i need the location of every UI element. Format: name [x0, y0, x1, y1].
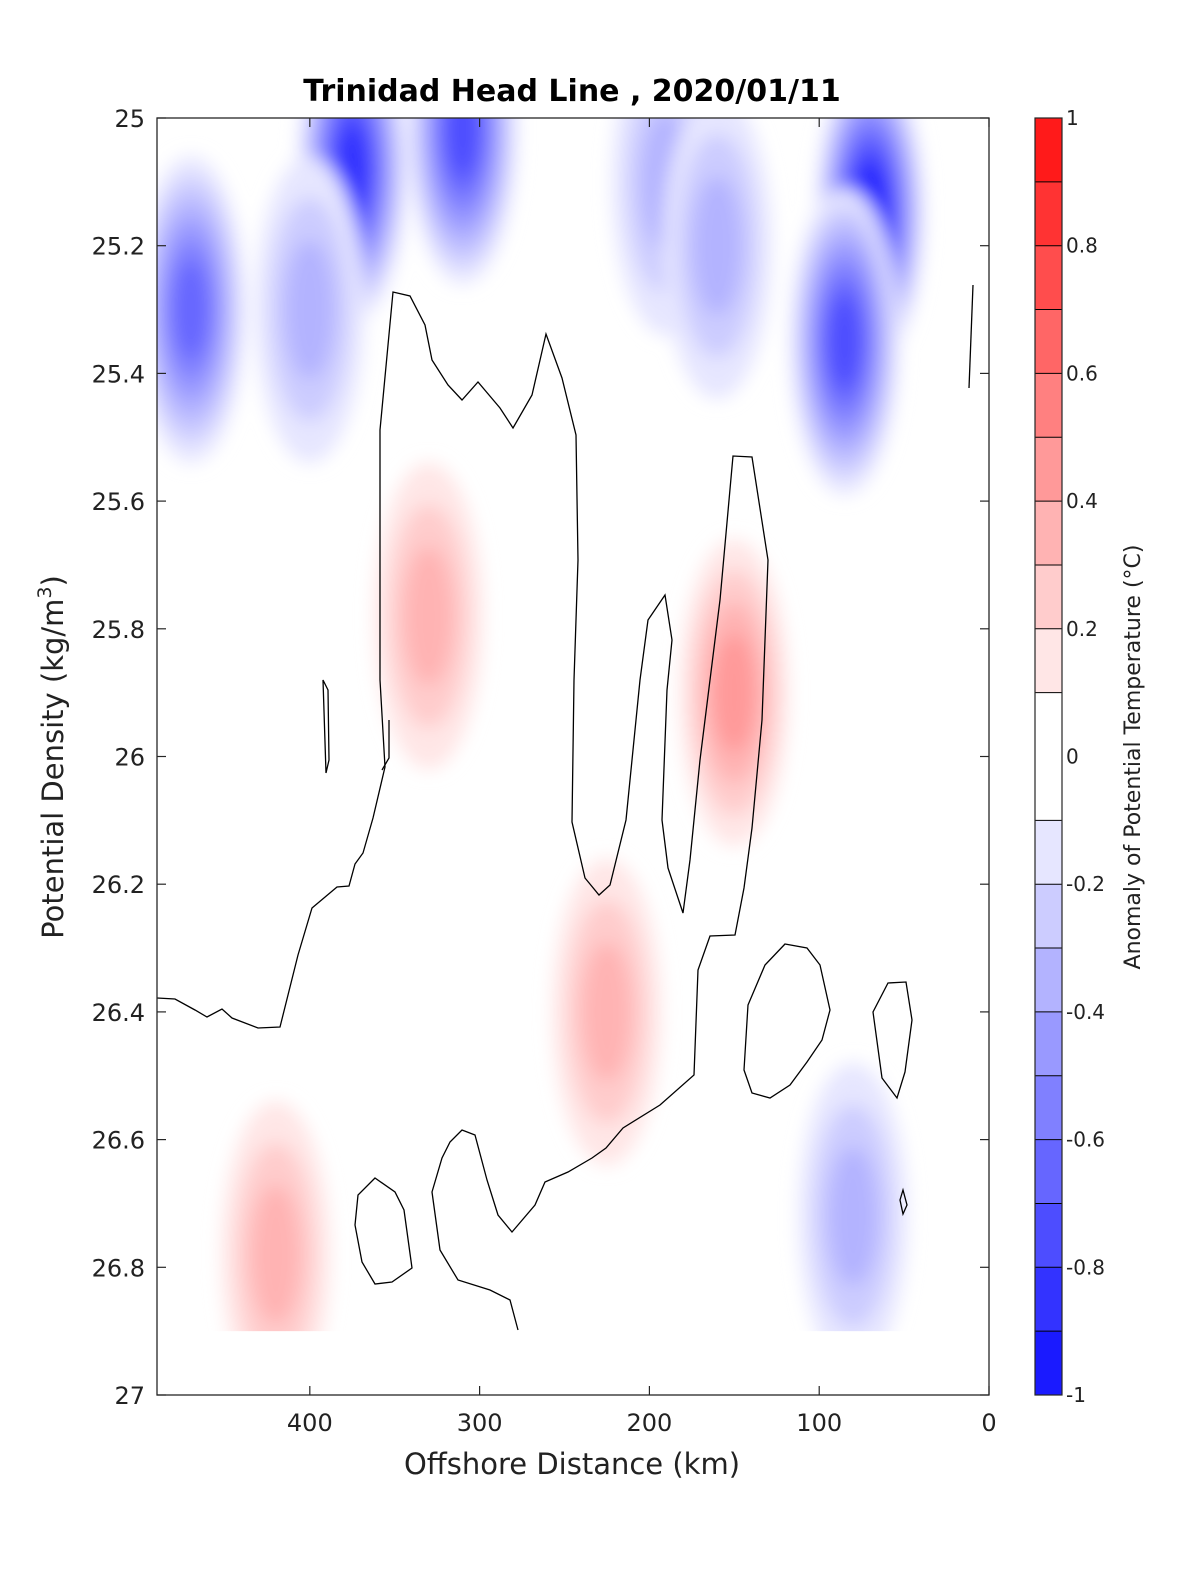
x-tick-label: 100: [796, 1409, 842, 1437]
colorbar-swatch: [1035, 245, 1062, 310]
colorbar-swatch: [1035, 309, 1062, 374]
anomaly-contour-fill: [446, 118, 479, 177]
colorbar-frame: [1034, 117, 1063, 1396]
chart-title: Trinidad Head Line , 2020/01/11: [303, 74, 840, 109]
colorbar-tick-label: -0.4: [1066, 1000, 1105, 1024]
colorbar-swatch: [1035, 1011, 1062, 1076]
colorbar-swatch: [1035, 1139, 1062, 1204]
y-tick-label: 26.2: [92, 871, 145, 899]
zero-contour-line: [899, 1187, 908, 1217]
colorbar-tick-label: 0.6: [1066, 361, 1098, 385]
anomaly-contour-fill: [828, 1146, 878, 1286]
colorbar-tick-label: 0.2: [1066, 617, 1098, 641]
colorbar-swatch: [1035, 884, 1062, 949]
anomaly-contour-fill: [713, 633, 756, 752]
no-data-band: [157, 1331, 989, 1395]
y-axis: 25 25.2 25.4 25.6 25.8 26 26.2 26.4 26.6 26.8 27: [92, 105, 989, 1410]
y-tick-label: 25: [114, 105, 145, 133]
colorbar-swatch: [1035, 118, 1062, 182]
y-tick-label: 25.2: [92, 233, 145, 261]
x-axis-label: Offshore Distance (km): [404, 1447, 740, 1481]
x-tick-label: 400: [287, 1409, 333, 1437]
zero-contour-line: [157, 291, 769, 1331]
zero-contour-line: [354, 1177, 413, 1285]
zero-contour-line: [322, 679, 330, 774]
colorbar-swatch: [1035, 948, 1062, 1012]
zero-contour-line: [872, 981, 913, 1100]
y-tick-label: 26.6: [92, 1127, 145, 1155]
anomaly-contour-fill: [173, 261, 209, 359]
zero-contours: [157, 284, 974, 1331]
colorbar-swatch: [1035, 1267, 1062, 1332]
colorbar-swatch: [1035, 1331, 1062, 1395]
colorbar-label: Anomaly of Potential Temperature (°C): [1121, 545, 1146, 970]
colorbar-swatch: [1035, 437, 1062, 502]
anomaly-contour-fill: [336, 125, 368, 213]
y-tick-label: 27: [114, 1382, 145, 1410]
anomaly-contour-fill: [582, 942, 632, 1082]
y-axis-label: Potential Density (kg/m3): [34, 575, 70, 939]
colorbar-swatch: [1035, 628, 1062, 693]
colorbar-swatch: [1035, 1203, 1062, 1268]
x-tick-label: 0: [981, 1409, 996, 1437]
zero-contour-line: [968, 284, 974, 389]
colorbar-tick-label: -0.6: [1066, 1128, 1105, 1152]
anomaly-contour-fill: [285, 240, 335, 380]
colorbar-swatch: [1035, 564, 1062, 629]
colorbar-tick-label: -1: [1066, 1383, 1086, 1407]
y-tick-label: 26.8: [92, 1254, 145, 1282]
x-axis: 400 300 200 100 0: [287, 118, 997, 1437]
x-tick-label: 300: [457, 1409, 503, 1437]
y-tick-label: 25.4: [92, 360, 145, 388]
x-tick-label: 200: [627, 1409, 673, 1437]
colorbar-swatch: [1035, 373, 1062, 438]
y-tick-label: 26.4: [92, 999, 145, 1027]
colorbar-tick-label: 1: [1066, 106, 1079, 130]
anomaly-field: [157, 118, 989, 1395]
colorbar-tick-label: -0.8: [1066, 1255, 1105, 1279]
colorbar-swatch: [1035, 501, 1062, 565]
colorbar-tick-label: -0.2: [1066, 872, 1105, 896]
anomaly-contour-fill: [692, 176, 742, 316]
zero-contour-line: [381, 720, 390, 771]
anomaly-contour-fill: [404, 546, 454, 686]
anomaly-contour-fill: [828, 295, 861, 388]
y-tick-label: 25.6: [92, 488, 145, 516]
colorbar-swatch: [1035, 1075, 1062, 1140]
colorbar-tick-label: 0.8: [1066, 234, 1098, 258]
colorbar-swatch: [1035, 181, 1062, 246]
colorbar-tick-label: 0.4: [1066, 489, 1098, 513]
colorbar-tick-label: 0: [1066, 745, 1079, 769]
colorbar-swatch: [1035, 820, 1062, 885]
y-tick-label: 25.8: [92, 616, 145, 644]
colorbar-swatch: [1035, 692, 1062, 821]
anomaly-contour-fill: [251, 1185, 301, 1324]
colorbar: 1 0.8 0.6 0.4 0.2 0 -0.2 -0.4 -0.6 -0.8 -1: [1034, 106, 1105, 1407]
zero-contour-line: [743, 943, 831, 1099]
y-tick-label: 26: [114, 744, 145, 772]
